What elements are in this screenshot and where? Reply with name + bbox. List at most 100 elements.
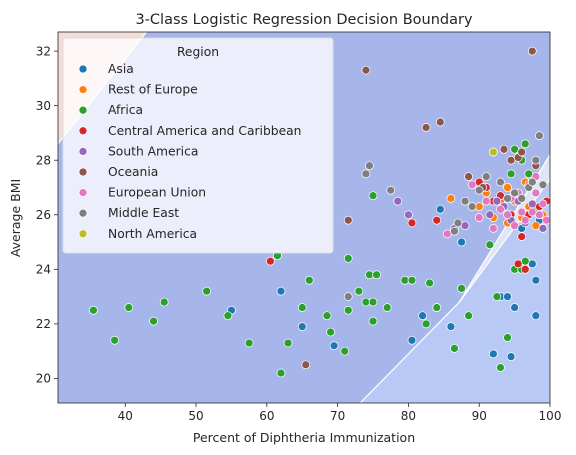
point-central-america-and-caribbean (513, 259, 523, 269)
point-european-union (496, 204, 505, 214)
point-africa (368, 191, 378, 201)
point-asia (446, 322, 456, 331)
point-africa (520, 139, 530, 149)
y-tick-label: 30 (36, 99, 51, 113)
point-asia (531, 275, 541, 285)
y-tick-label: 32 (36, 44, 51, 58)
point-south-america (527, 199, 537, 209)
point-middle-east (510, 188, 519, 198)
point-africa (244, 338, 254, 348)
point-middle-east (527, 177, 537, 187)
point-africa (322, 311, 332, 321)
point-africa (368, 297, 378, 307)
legend-marker (78, 229, 88, 239)
point-south-america (492, 196, 502, 206)
point-africa (485, 240, 495, 250)
legend-marker (78, 188, 88, 197)
point-european-union (517, 207, 527, 217)
point-middle-east (531, 155, 541, 165)
point-africa (223, 311, 233, 321)
legend-marker (78, 147, 88, 156)
point-central-america-and-caribbean (407, 218, 417, 228)
point-asia (329, 341, 339, 351)
point-africa (149, 316, 158, 326)
point-oceania (301, 360, 311, 370)
y-axis-label: Average BMI (8, 179, 23, 257)
point-middle-east (361, 169, 371, 179)
point-middle-east (365, 161, 374, 171)
point-middle-east (453, 218, 463, 228)
x-tick-label: 40 (118, 409, 133, 423)
point-asia (531, 311, 541, 321)
point-middle-east (343, 292, 353, 301)
point-central-america-and-caribbean (266, 256, 275, 266)
legend-marker (78, 85, 88, 94)
point-africa (464, 311, 473, 321)
point-asia (510, 303, 519, 312)
point-africa (89, 305, 98, 315)
x-tick-label: 70 (330, 409, 345, 423)
x-tick-label: 100 (539, 409, 562, 423)
point-european-union (474, 213, 484, 222)
point-africa (340, 346, 350, 356)
x-axis-label: Percent of Diphtheria Immunization (193, 430, 415, 445)
point-oceania (343, 215, 353, 225)
y-tick-label: 24 (36, 263, 51, 277)
y-tick-label: 22 (36, 317, 51, 331)
point-asia (435, 204, 445, 214)
legend-marker (78, 126, 88, 136)
x-tick-label: 50 (188, 409, 203, 423)
y-tick-label: 26 (36, 208, 51, 222)
legend-label: South America (108, 144, 198, 158)
point-south-america (404, 210, 413, 220)
point-european-union (481, 196, 491, 206)
legend-label: Asia (108, 62, 134, 76)
point-middle-east (474, 185, 484, 195)
point-european-union (538, 199, 548, 209)
point-africa (343, 254, 353, 263)
point-oceania (435, 117, 445, 127)
point-middle-east (538, 180, 548, 190)
point-africa (110, 335, 119, 345)
point-european-union (531, 188, 541, 198)
plot-frame (57, 31, 551, 404)
point-asia (276, 286, 286, 296)
y-tick-label: 20 (36, 372, 51, 386)
point-middle-east (450, 226, 459, 236)
point-european-union (520, 215, 530, 225)
point-middle-east (496, 177, 505, 187)
legend-label: European Union (108, 186, 206, 200)
legend-label: Middle East (108, 206, 179, 220)
point-south-america (393, 196, 403, 206)
point-european-union (542, 215, 550, 225)
legend-label: Africa (108, 103, 143, 117)
x-tick-label: 80 (401, 409, 416, 423)
point-asia (407, 335, 417, 345)
point-oceania (464, 172, 473, 181)
point-european-union (503, 210, 512, 220)
x-tick-label: 60 (259, 409, 274, 423)
point-european-union (467, 180, 477, 190)
point-africa (496, 363, 505, 372)
legend-marker (78, 64, 88, 74)
point-africa (421, 319, 431, 329)
x-axis-ticks: 40 50 60 70 80 90 100 (118, 403, 562, 423)
point-central-america-and-caribbean (517, 232, 527, 241)
point-middle-east (386, 185, 396, 195)
data-points (89, 46, 550, 378)
point-africa (432, 303, 442, 312)
legend-label: Rest of Europe (108, 83, 198, 97)
point-middle-east (481, 172, 491, 181)
point-middle-east (467, 202, 477, 211)
point-rest-of-europe (503, 183, 512, 192)
point-africa (326, 327, 335, 337)
legend: Region Asia Rest of Europe Africa Central A… (62, 37, 334, 254)
point-africa (382, 303, 392, 312)
point-central-america-and-caribbean (520, 264, 530, 274)
point-middle-east (517, 194, 527, 203)
point-north-america (489, 147, 498, 157)
point-africa (368, 316, 378, 326)
legend-box (62, 37, 334, 254)
point-asia (503, 292, 512, 301)
